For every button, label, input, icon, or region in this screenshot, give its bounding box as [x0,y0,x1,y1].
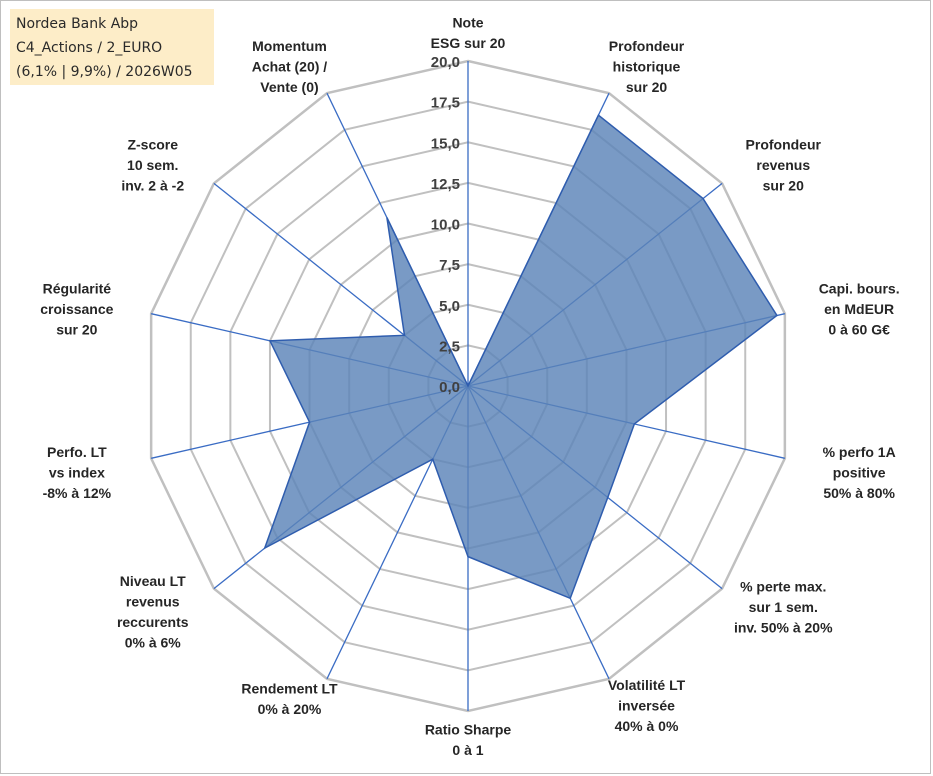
axis-labels: Note ESG sur 20 Profondeur historique sur 20… [40,14,899,758]
axis-label-line: Rendement LT [241,681,338,697]
radial-tick-labels: 0,0 2,5 5,0 7,5 10,0 12,5 15,0 17,5 20,0 [431,54,460,396]
axis-label-line: positive [833,464,886,480]
axis-label-6: % perte max. sur 1 sem. inv. 50% à 20% [734,579,833,636]
info-box: Nordea Bank Abp C4_Actions / 2_EURO (6,1… [10,9,214,85]
axis-label-line: 0% à 6% [125,634,182,650]
axis-label-line: 10 sem. [127,157,178,173]
radar-series [263,113,778,600]
axis-label-line: Perfo. LT [47,444,107,460]
axis-label-line: historique [613,59,681,75]
axis-label-13: Z-score 10 sem. inv. 2 à -2 [121,136,184,193]
axis-label-line: en MdEUR [824,301,894,317]
axis-label-line: inv. 2 à -2 [121,177,184,193]
axis-label-14: Momentum Achat (20) / Vente (0) [252,38,328,95]
axis-label-line: Z-score [127,136,178,152]
axis-label-line: Capi. bours. [819,280,900,296]
tick-label: 12,5 [431,176,460,193]
axis-label-9: Rendement LT 0% à 20% [241,681,338,718]
axis-label-line: 0 à 60 G€ [828,321,890,337]
tick-label: 20,0 [431,54,460,71]
axis-label-line: Momentum [252,38,327,54]
axis-label-line: Vente (0) [260,79,318,95]
tick-label: 15,0 [431,135,460,152]
axis-label-12: Régularité croissance sur 20 [40,280,113,337]
axis-label-line: Note [452,14,483,30]
axis-label-line: 0% à 20% [258,701,322,717]
axis-label-line: Profondeur [746,136,822,152]
tick-label: 2,5 [439,338,460,355]
axis-label-line: revenus [126,593,180,609]
axis-label-line: vs index [49,464,105,480]
axis-label-3: Profondeur revenus sur 20 [746,136,822,193]
tick-label: 0,0 [439,379,460,396]
axis-label-5: % perfo 1A positive 50% à 80% [823,444,896,501]
series-polygon-1 [263,113,778,600]
axis-label-line: Volatilité LT [608,677,686,693]
axis-label-7: Volatilité LT inversée 40% à 0% [608,677,686,734]
axis-label-line: sur 1 sem. [749,599,818,615]
axis-label-line: reccurents [117,614,189,630]
axis-label-10: Niveau LT revenus reccurents 0% à 6% [117,573,189,651]
axis-label-line: inversée [618,697,675,713]
axis-label-line: sur 20 [626,79,667,95]
axis-label-line: ESG sur 20 [431,35,506,51]
tick-label: 10,0 [431,217,460,234]
axis-label-line: Profondeur [609,38,685,54]
axis-label-line: revenus [756,157,810,173]
axis-label-line: 40% à 0% [615,718,679,734]
axis-label-line: % perte max. [740,579,826,595]
axis-label-line: sur 20 [56,321,97,337]
tick-label: 17,5 [431,95,460,112]
axis-label-line: croissance [40,301,113,317]
axis-label-1: Note ESG sur 20 [431,14,506,51]
tick-label: 7,5 [439,257,460,274]
info-company: Nordea Bank Abp [16,16,139,32]
axis-label-line: 0 à 1 [452,742,483,758]
info-category: C4_Actions / 2_EURO [16,40,163,56]
axis-label-line: Achat (20) / [252,59,328,75]
axis-label-line: Niveau LT [120,573,186,589]
axis-label-line: sur 20 [763,177,804,193]
axis-label-line: Régularité [43,280,112,296]
axis-label-2: Profondeur historique sur 20 [609,38,685,95]
axis-label-11: Perfo. LT vs index -8% à 12% [43,444,112,501]
axis-label-line: % perfo 1A [823,444,896,460]
axis-label-4: Capi. bours. en MdEUR 0 à 60 G€ [819,280,900,337]
axis-label-8: Ratio Sharpe 0 à 1 [425,721,512,758]
axis-label-line: 50% à 80% [823,485,895,501]
info-period: (6,1% | 9,9%) / 2026W05 [16,64,193,80]
axis-label-line: Ratio Sharpe [425,721,512,737]
axis-label-line: -8% à 12% [43,485,112,501]
axis-label-line: inv. 50% à 20% [734,620,833,636]
tick-label: 5,0 [439,298,460,315]
